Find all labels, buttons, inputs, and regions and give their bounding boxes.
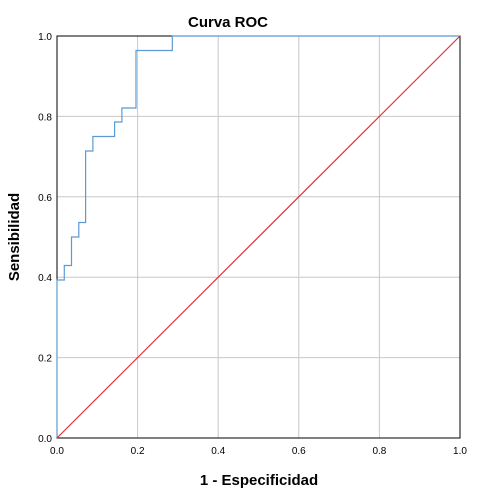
x-tick-label: 0.4 (211, 446, 225, 457)
y-tick-label: 1.0 (38, 32, 52, 43)
grid (57, 36, 460, 438)
reference-line (56, 35, 461, 439)
x-tick-label: 1.0 (453, 446, 467, 457)
x-tick-label: 0.0 (50, 446, 64, 457)
y-tick-label: 0.2 (38, 354, 52, 365)
x-axis-label: 1 - Especificidad (200, 472, 318, 489)
chart-title: Curva ROC (188, 14, 268, 31)
y-tick-label: 0.0 (38, 434, 52, 445)
series-group (56, 35, 461, 439)
y-tick-labels: 0.0 0.2 0.4 0.6 0.8 1.0 (38, 32, 52, 445)
roc-curve (56, 35, 460, 438)
y-tick-label: 0.8 (38, 112, 52, 123)
x-tick-label: 0.8 (372, 446, 386, 457)
x-tick-labels: 0.0 0.2 0.4 0.6 0.8 1.0 (50, 446, 467, 457)
y-axis-label: Sensibilidad (6, 193, 23, 281)
y-tick-label: 0.4 (38, 273, 52, 284)
y-tick-label: 0.6 (38, 193, 52, 204)
x-tick-label: 0.2 (131, 446, 145, 457)
x-tick-label: 0.6 (292, 446, 306, 457)
